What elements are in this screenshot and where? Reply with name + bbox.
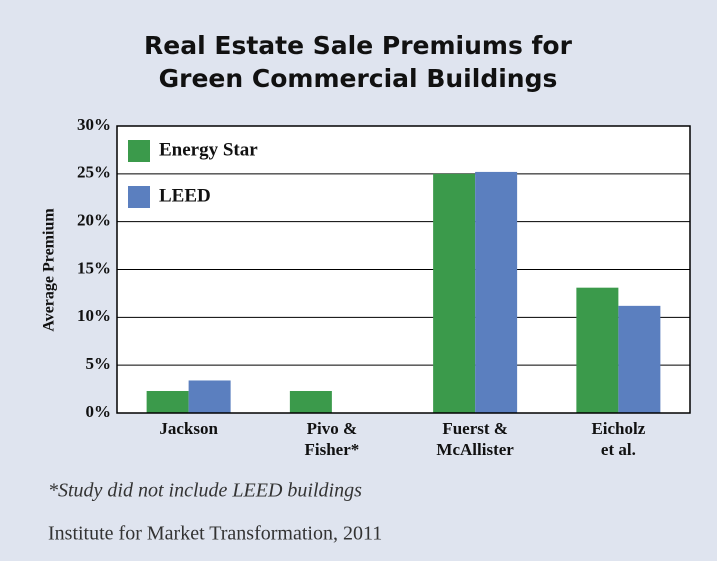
source: Institute for Market Transformation, 201…: [48, 523, 382, 545]
bar: [188, 380, 231, 413]
y-tick-label: 30%: [77, 115, 111, 134]
y-tick-label: 0%: [86, 402, 112, 421]
chart-title: Real Estate Sale Premiums for: [144, 31, 573, 60]
x-tick-label: Fuerst &: [442, 419, 508, 438]
y-tick-label: 20%: [77, 211, 111, 230]
y-tick-label: 5%: [86, 354, 112, 373]
y-axis-label: Average Premium: [41, 208, 58, 332]
legend-label: LEED: [159, 185, 211, 206]
bar: [289, 390, 332, 413]
bar: [475, 171, 518, 413]
x-tick-label: Fisher*: [304, 440, 359, 459]
bar: [146, 390, 189, 413]
chart-title: Green Commercial Buildings: [159, 64, 558, 93]
y-tick-label: 25%: [77, 163, 111, 182]
footnote: *Study did not include LEED buildings: [48, 480, 362, 502]
legend-label: Energy Star: [159, 139, 258, 160]
y-tick-label: 10%: [77, 306, 111, 325]
bar: [576, 287, 619, 413]
plot-border: [116, 125, 691, 414]
y-tick-label: 15%: [77, 258, 111, 277]
legend-swatch: [128, 186, 150, 208]
legend-swatch: [128, 140, 150, 162]
bar: [618, 305, 661, 413]
x-tick-label: Jackson: [159, 419, 218, 438]
x-tick-label: et al.: [601, 440, 636, 459]
x-tick-label: Pivo &: [307, 419, 358, 438]
bar: [433, 173, 476, 413]
x-tick-label: Eicholz: [591, 419, 645, 438]
x-tick-label: McAllister: [436, 440, 514, 459]
